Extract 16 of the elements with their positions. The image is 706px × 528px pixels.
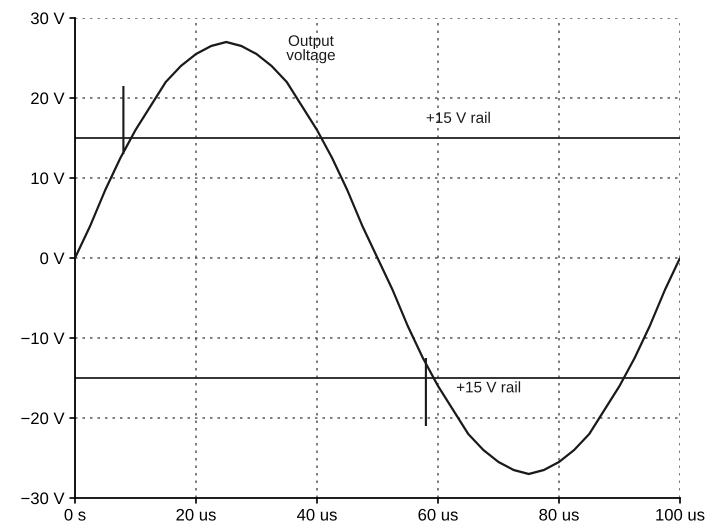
y-tick-label: −30 V bbox=[21, 492, 65, 504]
x-tick-label: 80 us bbox=[539, 508, 579, 521]
y-tick-label: 30 V bbox=[30, 12, 65, 24]
ref-line-label: +15 V rail bbox=[456, 381, 520, 392]
annotation: Output voltage bbox=[286, 35, 335, 64]
ref-line-label: +15 V rail bbox=[426, 112, 490, 123]
y-tick-label: −10 V bbox=[21, 332, 65, 344]
x-tick-label: 60 us bbox=[418, 508, 458, 521]
x-tick-label: 100 us bbox=[656, 508, 704, 521]
y-tick-label: 10 V bbox=[32, 172, 65, 184]
x-tick-label: 0 s bbox=[64, 508, 86, 521]
y-tick-label: 0 V bbox=[40, 252, 65, 264]
x-tick-label: 20 us bbox=[176, 508, 216, 521]
y-tick-label: 20 V bbox=[31, 92, 65, 104]
y-tick-label: −20 V bbox=[21, 412, 65, 424]
x-tick-label: 40 us bbox=[297, 508, 337, 521]
